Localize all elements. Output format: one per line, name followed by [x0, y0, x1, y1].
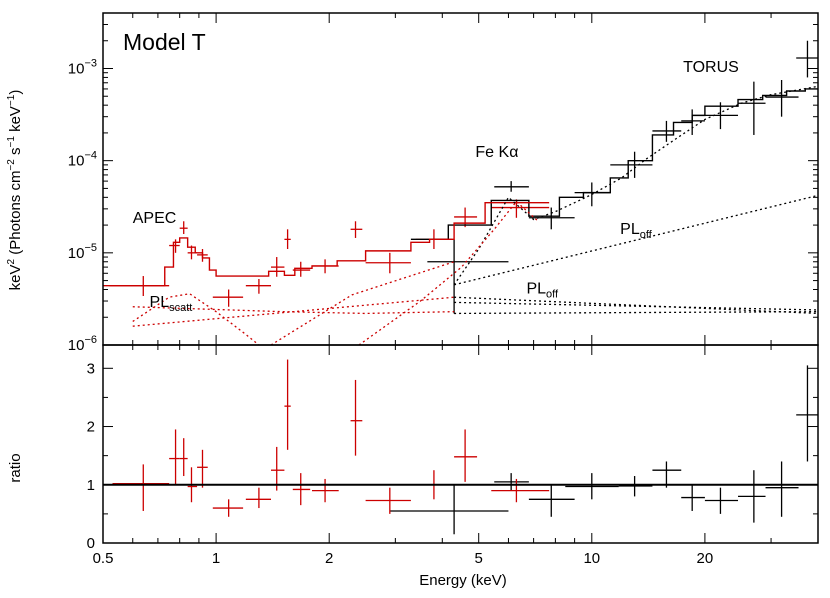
annotation-label: APEC — [133, 210, 177, 227]
y-axis-title-bottom: ratio — [7, 453, 24, 482]
model-component-line — [454, 296, 818, 315]
y-tick-label: 10−5 — [68, 242, 97, 262]
model-component-line — [454, 301, 818, 311]
y-axis-title-part: keV — [7, 264, 24, 290]
ratio-data-layer — [112, 359, 818, 535]
y-tick-exponent: −6 — [84, 334, 97, 346]
annotation-subscript: off — [640, 229, 653, 241]
y-tick-label: 10−6 — [68, 334, 97, 354]
annotation-greek: α — [509, 144, 518, 161]
y-axis-title-superscript: −1 — [6, 136, 17, 148]
x-tick-label: 1 — [212, 550, 220, 567]
annotation-label: PLoff — [526, 281, 559, 301]
chart-title: Model T — [123, 29, 206, 55]
y-axis-title-part: ) — [7, 90, 24, 95]
y-tick-label: 3 — [87, 360, 95, 377]
y-axis-title-part: (Photons cm — [7, 171, 24, 259]
model-component-line — [453, 85, 818, 286]
x-tick-label: 20 — [697, 550, 714, 567]
model-component-line — [454, 311, 818, 315]
ratio-panel: 0.5 1 2 5 10 20 0 1 2 3 — [87, 345, 819, 567]
annotation-label: PLscatt — [150, 294, 193, 314]
annotation-text: APEC — [133, 210, 177, 227]
y-tick-label: 10−4 — [68, 150, 97, 170]
model-component-line — [132, 293, 260, 345]
annotation-label: PLoff — [620, 221, 653, 241]
model-component-line — [132, 306, 455, 315]
annotation-text: PL — [620, 221, 640, 238]
annotation-subscript: scatt — [169, 302, 192, 314]
y-axis-title-part: s — [7, 147, 24, 159]
y-axis-title-superscript: −2 — [6, 159, 17, 171]
annotation-text: TORUS — [683, 59, 739, 76]
y-tick-label: 1 — [87, 477, 95, 494]
x-tick-label: 10 — [583, 550, 600, 567]
y-axis-title-top: keV2 (Photons cm−2 s−1 keV−1) — [6, 90, 24, 291]
model-step-line — [103, 201, 550, 287]
y-axis-title-part: keV — [7, 106, 24, 136]
x-axis-title: Energy (keV) — [419, 572, 507, 589]
y-tick-base: 10 — [68, 60, 85, 77]
y-tick-base: 10 — [68, 153, 85, 170]
x-tick-label: 0.5 — [93, 550, 114, 567]
model-component-line — [453, 194, 818, 286]
y-axis-title-superscript: 2 — [6, 258, 17, 264]
y-tick-exponent: −5 — [84, 242, 97, 254]
model-component-line — [270, 261, 455, 345]
annotation-label: TORUS — [683, 59, 739, 76]
y-tick-exponent: −4 — [84, 150, 97, 162]
y-tick-base: 10 — [68, 337, 85, 354]
y-tick-label: 2 — [87, 419, 95, 436]
y-axis-title-superscript: −1 — [6, 94, 17, 106]
spectrum-data-layer — [103, 40, 818, 345]
x-tick-label: 2 — [325, 550, 333, 567]
annotation-subscript: off — [546, 289, 559, 301]
y-tick-exponent: −3 — [84, 57, 97, 69]
annotation-text: PL — [526, 281, 546, 298]
annotation-text: PL — [150, 294, 170, 311]
y-tick-label: 10−3 — [68, 57, 97, 77]
y-tick-base: 10 — [68, 245, 85, 262]
ratio-panel-frame — [102, 344, 819, 544]
y-tick-label: 0 — [87, 535, 95, 552]
model-component-line — [358, 200, 539, 345]
annotation-text: Fe K — [475, 144, 509, 161]
x-tick-label: 5 — [475, 550, 483, 567]
annotation-label: Fe Kα — [475, 144, 518, 161]
